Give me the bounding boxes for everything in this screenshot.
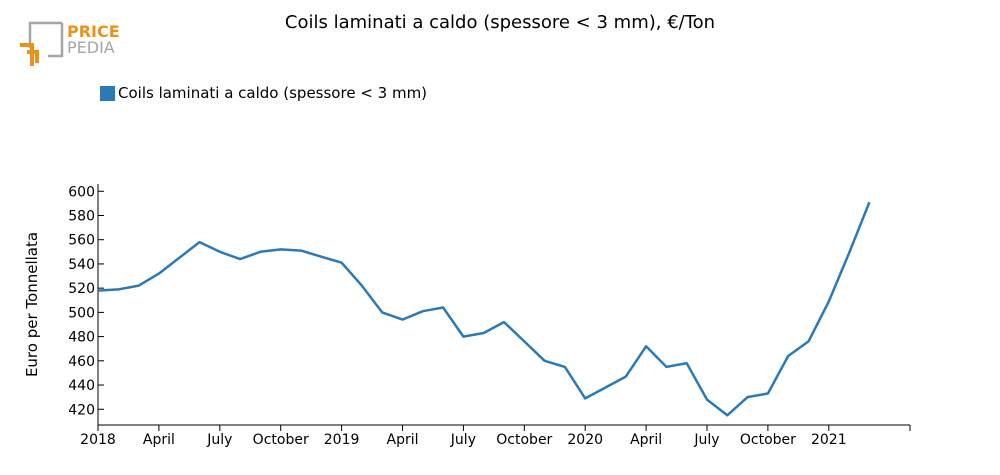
logo-orange-mark-small — [27, 50, 39, 63]
x-tick-label-8: 2020 — [567, 432, 603, 448]
y-tick-label-480: 480 — [68, 330, 95, 346]
y-tick-label-560: 560 — [68, 233, 95, 249]
logo-orange-mark — [20, 43, 34, 66]
y-tick-label-600: 600 — [68, 184, 95, 200]
x-tick-label-12: 2021 — [811, 432, 847, 448]
x-tick-label-10: July — [693, 432, 719, 448]
y-tick-label-420: 420 — [68, 402, 95, 418]
y-tick-label-460: 460 — [68, 354, 95, 370]
y-tick-label-520: 520 — [68, 281, 95, 297]
x-tick-label-5: April — [387, 432, 419, 448]
y-axis-label: Euro per Tonnellata — [23, 232, 41, 377]
x-tick-label-3: October — [253, 432, 309, 448]
x-tick-label-4: 2019 — [324, 432, 360, 448]
series-line-0 — [97, 201, 871, 417]
x-tick-label-0: 2018 — [80, 432, 116, 448]
x-tick-label-11: October — [740, 432, 796, 448]
legend-swatch — [100, 85, 115, 101]
logo-word-pedia: PEDIA — [67, 38, 115, 57]
chart-title: Coils laminati a caldo (spessore < 3 mm)… — [284, 12, 716, 33]
y-tick-label-580: 580 — [68, 208, 95, 224]
pricepedia-logo: PRICE PEDIA — [20, 21, 120, 66]
y-tick-label-500: 500 — [68, 305, 95, 321]
legend-label: Coils laminati a caldo (spessore < 3 mm) — [118, 84, 428, 102]
logo-frame-mark-right — [48, 23, 64, 58]
y-tick-label-540: 540 — [68, 257, 95, 273]
legend: Coils laminati a caldo (spessore < 3 mm) — [100, 84, 427, 102]
logo-word-price: PRICE — [67, 22, 120, 41]
logo-frame-mark — [28, 21, 62, 48]
x-tick-label-9: April — [630, 432, 662, 448]
x-tick-label-7: October — [496, 432, 552, 448]
y-tick-label-440: 440 — [68, 378, 95, 394]
x-tick-label-6: July — [450, 432, 476, 448]
x-tick-label-2: July — [206, 432, 232, 448]
x-tick-label-1: April — [143, 432, 175, 448]
